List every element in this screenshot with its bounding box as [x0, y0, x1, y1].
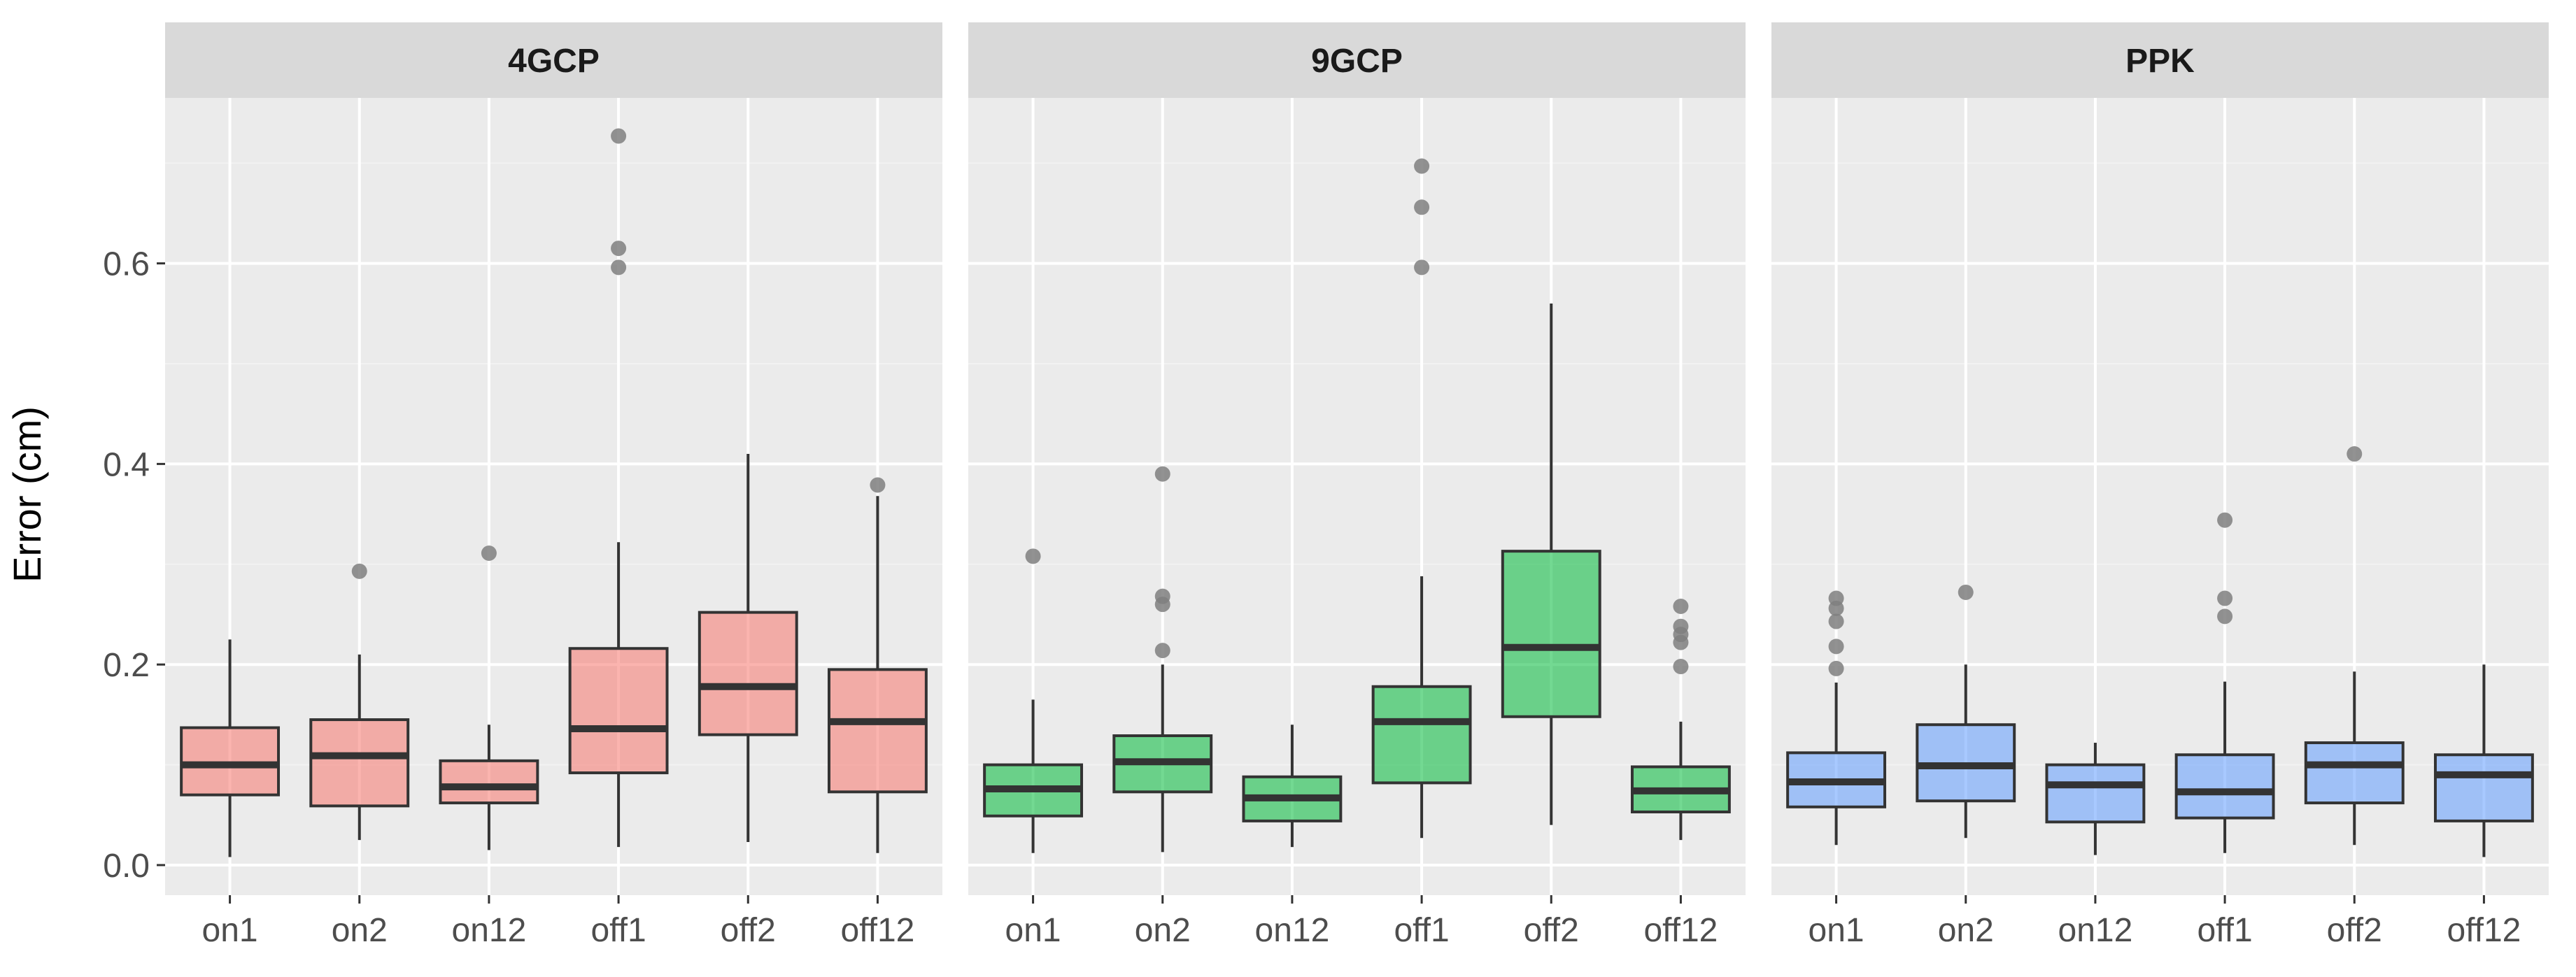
- x-tick-label: off1: [590, 912, 646, 949]
- y-tick-label: 0.0: [103, 848, 150, 885]
- x-tick-label: on1: [1005, 912, 1061, 949]
- outlier-point: [870, 477, 886, 493]
- box-4gcp-off2: [698, 454, 798, 842]
- outlier-point: [1025, 548, 1041, 564]
- iqr-box: [827, 668, 928, 794]
- y-axis-title: Error (cm): [5, 406, 49, 583]
- outlier-point: [1828, 639, 1844, 655]
- outlier-point: [2347, 446, 2363, 462]
- outlier-point: [2217, 590, 2233, 606]
- x-tick-label: off12: [2447, 912, 2521, 949]
- strip-background: [1771, 22, 2549, 98]
- outlier-point: [1414, 158, 1430, 174]
- panel-title: PPK: [2125, 43, 2195, 80]
- iqr-box: [309, 718, 410, 808]
- box-9gcp-off2: [1501, 303, 1601, 825]
- iqr-box: [439, 759, 539, 805]
- x-tick-label: on1: [1809, 912, 1864, 949]
- box-ppk-on2: [1916, 584, 2016, 839]
- iqr-box: [1501, 550, 1601, 718]
- panel-background: [968, 98, 1746, 895]
- iqr-box: [2174, 753, 2275, 820]
- box-ppk-on1: [1786, 590, 1887, 846]
- iqr-box: [2045, 763, 2146, 824]
- iqr-box: [180, 726, 281, 797]
- box-4gcp-on2: [309, 563, 410, 841]
- outlier-point: [481, 545, 497, 562]
- box-9gcp-on1: [983, 548, 1084, 853]
- box-4gcp-off12: [827, 477, 928, 853]
- x-tick-label: on12: [1255, 912, 1330, 949]
- x-tick-label: on1: [202, 912, 258, 949]
- outlier-point: [1673, 599, 1689, 615]
- box-9gcp-off12: [1630, 599, 1731, 841]
- outlier-point: [611, 128, 627, 144]
- box-9gcp-on12: [1242, 725, 1343, 848]
- y-axis: 0.0 0.2 0.4 0.6: [103, 246, 165, 885]
- box-ppk-off12: [2433, 664, 2534, 857]
- x-tick-label: on2: [332, 912, 388, 949]
- outlier-point: [1958, 584, 1974, 600]
- x-tick-label: on2: [1135, 912, 1191, 949]
- y-tick-label: 0.4: [103, 446, 150, 483]
- outlier-point: [2217, 608, 2233, 625]
- panel-9gcp: 9GCP on1 on2 on12 off1 off2 off12: [968, 22, 1746, 949]
- outlier-point: [2217, 512, 2233, 528]
- outlier-point: [1154, 643, 1170, 659]
- x-tick-label: on2: [1938, 912, 1994, 949]
- outlier-point: [1154, 466, 1170, 482]
- x-tick-label: off2: [721, 912, 776, 949]
- box-ppk-off1: [2174, 512, 2275, 853]
- box-ppk-on12: [2045, 743, 2146, 855]
- x-tick-label: off2: [1524, 912, 1579, 949]
- panel-background: [1771, 98, 2549, 895]
- iqr-box: [2304, 741, 2405, 805]
- outlier-point: [1673, 659, 1689, 675]
- y-tick-label: 0.2: [103, 647, 150, 684]
- panel-background: [165, 98, 942, 895]
- outlier-point: [1828, 590, 1844, 606]
- outlier-point: [1828, 613, 1844, 629]
- panel-4gcp: 4GCP on1 on2 on12 off1 off2 off12: [165, 22, 942, 949]
- outlier-point: [1414, 259, 1430, 276]
- panel-ppk: PPK on1 on2 on12 off1 off2 off12: [1771, 22, 2549, 949]
- outlier-point: [1828, 660, 1844, 676]
- outlier-point: [1414, 199, 1430, 215]
- panels-layer: 4GCP on1 on2 on12 off1 off2 off12 9GCP on1 on2 on1…: [165, 22, 2549, 949]
- box-9gcp-on2: [1112, 466, 1213, 853]
- strip-background: [968, 22, 1746, 98]
- iqr-box: [1371, 685, 1472, 785]
- iqr-box: [698, 611, 798, 736]
- box-4gcp-off1: [568, 128, 669, 848]
- outlier-point: [611, 259, 627, 276]
- outlier-point: [351, 563, 367, 579]
- y-tick-label: 0.6: [103, 246, 150, 283]
- panel-title: 9GCP: [1311, 43, 1403, 80]
- iqr-box: [568, 647, 669, 775]
- x-tick-label: off12: [1643, 912, 1718, 949]
- box-4gcp-on12: [439, 545, 539, 850]
- x-tick-label: off1: [1394, 912, 1449, 949]
- box-4gcp-on1: [180, 639, 281, 857]
- x-tick-label: on12: [2058, 912, 2133, 949]
- strip-background: [165, 22, 942, 98]
- outlier-point: [1673, 618, 1689, 634]
- panel-title: 4GCP: [508, 43, 600, 80]
- x-tick-label: off1: [2197, 912, 2252, 949]
- box-ppk-off2: [2304, 446, 2405, 846]
- iqr-box: [2433, 753, 2534, 822]
- outlier-point: [611, 241, 627, 257]
- x-tick-label: off2: [2327, 912, 2382, 949]
- box-9gcp-off1: [1371, 158, 1472, 839]
- x-tick-label: on12: [452, 912, 527, 949]
- x-tick-label: off12: [840, 912, 914, 949]
- outlier-point: [1154, 588, 1170, 604]
